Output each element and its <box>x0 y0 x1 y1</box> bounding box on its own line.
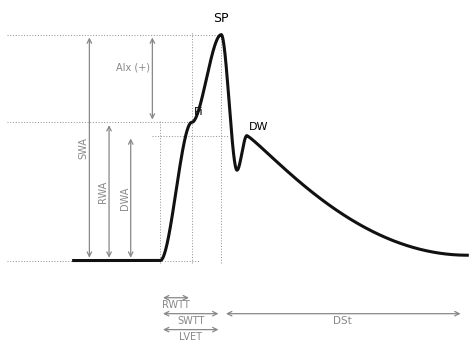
Text: DW: DW <box>249 122 268 132</box>
Text: AIx (+): AIx (+) <box>117 63 150 73</box>
Text: RWTT: RWTT <box>162 300 190 310</box>
Text: LVET: LVET <box>179 332 202 342</box>
Text: DWA: DWA <box>120 186 130 210</box>
Text: SWTT: SWTT <box>177 316 204 326</box>
Text: RWA: RWA <box>98 180 108 203</box>
Text: Pi: Pi <box>194 107 203 117</box>
Text: SWA: SWA <box>79 137 89 159</box>
Text: SP: SP <box>213 12 229 25</box>
Text: DSt: DSt <box>333 316 352 326</box>
